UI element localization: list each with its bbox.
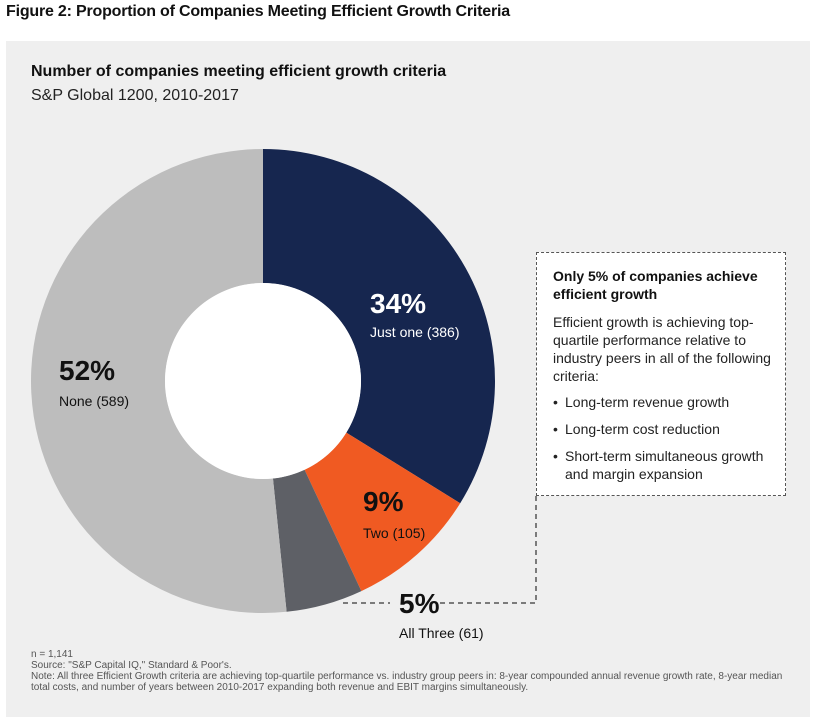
sample-size: n = 1,141: [31, 649, 73, 660]
chart-title: Number of companies meeting efficient gr…: [31, 63, 447, 80]
criteria-list: • Long-term revenue growth • Long-term cos…: [553, 393, 781, 492]
methodology-note: Note: All three Efficient Growth criteri…: [31, 671, 783, 693]
donut-slices: [30, 149, 495, 613]
slice-pct-two: 9%: [363, 486, 404, 517]
slice-label-all-three: All Three (61): [399, 625, 484, 641]
slice-two: [304, 432, 461, 592]
slice-pct-all-three: 5%: [399, 588, 440, 619]
bullet-icon: •: [553, 448, 558, 464]
slice-label-just-one: Just one (386): [370, 324, 460, 340]
slice-pct-just-one: 34%: [370, 288, 426, 319]
slice-all-three: [272, 469, 362, 612]
slice-label-two: Two (105): [363, 525, 425, 541]
criteria-text: Short-term simultaneous growth and margi…: [565, 448, 764, 482]
donut-hole: [165, 283, 361, 479]
list-item: • Long-term cost reduction: [553, 420, 781, 438]
callout-connector: [343, 496, 537, 604]
source-note: Source: "S&P Capital IQ," Standard & Poo…: [31, 660, 232, 671]
slice-label-none: None (589): [59, 393, 129, 409]
slice-none: [30, 149, 287, 613]
footnotes: n = 1,141 Source: "S&P Capital IQ," Stan…: [31, 649, 801, 693]
bullet-icon: •: [553, 394, 558, 410]
slice-pct-none: 52%: [59, 355, 115, 386]
slice-just-one: [263, 149, 495, 504]
criteria-text: Long-term revenue growth: [565, 394, 730, 410]
list-item: • Short-term simultaneous growth and marg…: [553, 447, 781, 483]
callout-heading: Only 5% of companies achieve efficient g…: [553, 268, 758, 302]
callout-body: Efficient growth is achieving top-quarti…: [553, 314, 771, 384]
figure-title: Figure 2: Proportion of Companies Meetin…: [6, 3, 510, 20]
callout-box: Only 5% of companies achieve efficient g…: [536, 252, 786, 496]
bullet-icon: •: [553, 421, 558, 437]
list-item: • Long-term revenue growth: [553, 393, 781, 411]
chart-subtitle: S&P Global 1200, 2010-2017: [31, 87, 239, 104]
criteria-text: Long-term cost reduction: [565, 421, 720, 437]
